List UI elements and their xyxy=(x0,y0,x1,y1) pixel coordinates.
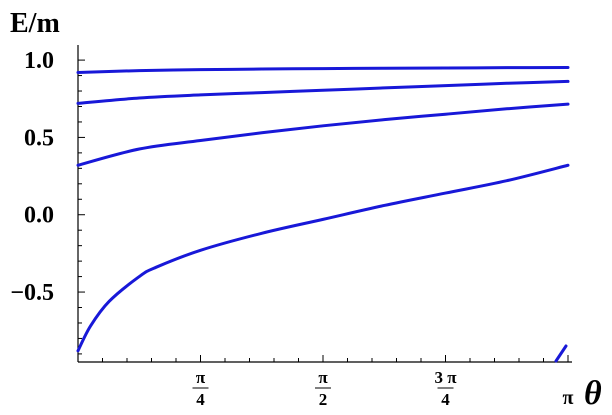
x-tick-denominator: 4 xyxy=(441,390,450,409)
x-tick-label: π xyxy=(563,387,574,409)
series-line-3 xyxy=(76,102,570,167)
series-line-1 xyxy=(76,66,570,74)
y-axis-label: E/m xyxy=(10,8,60,39)
y-tick-label: −0.5 xyxy=(10,280,54,306)
series-mark xyxy=(554,344,568,363)
x-tick-label: 3 π4 xyxy=(434,368,457,409)
axes xyxy=(77,45,572,363)
x-tick-denominator: 4 xyxy=(196,390,205,409)
x-tick-denominator: 2 xyxy=(319,390,328,409)
y-tick-label: 0.0 xyxy=(24,203,54,229)
x-tick-numerator: π xyxy=(318,368,328,387)
series-line-2 xyxy=(76,79,570,105)
x-tick-numerator: 3 π xyxy=(434,368,457,387)
x-tick-numerator: π xyxy=(196,368,206,387)
series-line-4 xyxy=(76,163,570,353)
x-tick-label: π2 xyxy=(315,368,331,409)
y-tick-label: 0.5 xyxy=(24,125,54,151)
series-group xyxy=(76,66,570,363)
y-tick-label: 1.0 xyxy=(24,48,54,74)
x-tick-label: π4 xyxy=(192,368,209,409)
x-axis-label: θ xyxy=(584,375,602,412)
